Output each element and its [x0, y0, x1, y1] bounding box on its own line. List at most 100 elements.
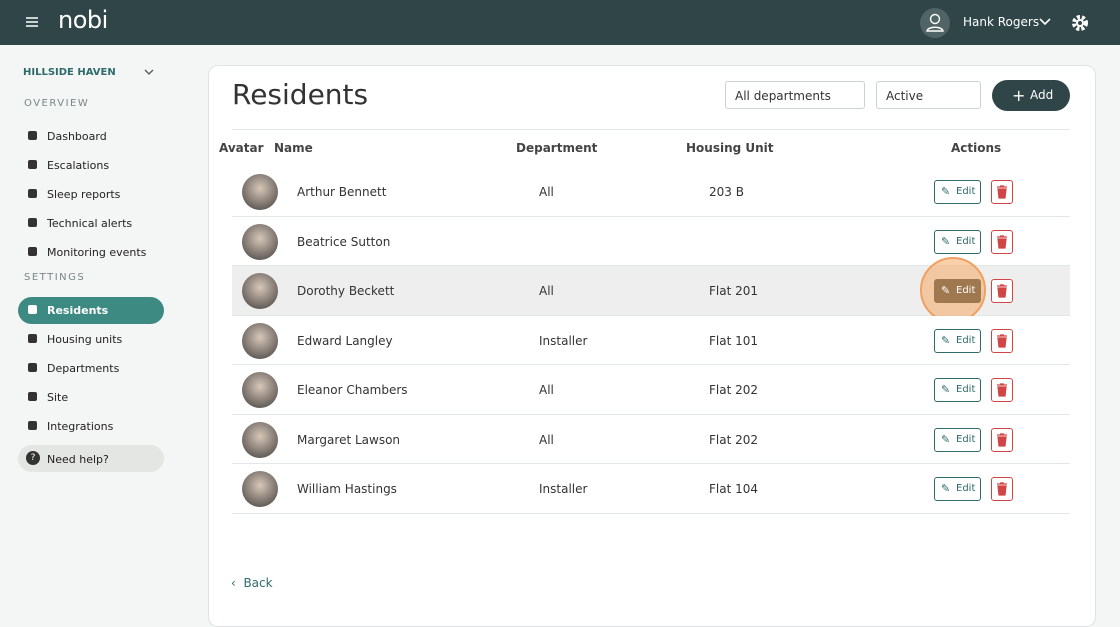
- resident-name: Edward Langley: [297, 333, 393, 348]
- help-text[interactable]: Need help?: [47, 453, 109, 466]
- department: All: [539, 185, 554, 199]
- user-chevron[interactable]: [1039, 17, 1051, 27]
- nav-item[interactable]: Residents: [47, 304, 109, 317]
- nav-icon: [28, 189, 37, 198]
- site-name[interactable]: HILLSIDE HAVEN: [23, 67, 116, 78]
- edit-button[interactable]: ✎ Edit: [934, 328, 981, 353]
- edit-button[interactable]: ✎ Edit: [934, 279, 981, 303]
- department: Installer: [539, 333, 588, 348]
- divider: [232, 129, 1070, 130]
- table-row[interactable]: [232, 414, 1070, 464]
- resident-name: Margaret Lawson: [297, 432, 401, 447]
- delete-button[interactable]: [991, 378, 1013, 402]
- edit-label: Edit: [956, 285, 976, 296]
- table-row[interactable]: [232, 315, 1070, 365]
- edit-label: Edit: [956, 433, 976, 445]
- nav-icon: [28, 218, 37, 227]
- avatar: [242, 471, 278, 507]
- delete-button[interactable]: [991, 328, 1013, 353]
- department: All: [539, 432, 554, 447]
- active-pill: [18, 297, 164, 324]
- edit-button[interactable]: ✎ Edit: [934, 378, 981, 402]
- edit-button[interactable]: ✎ Edit: [934, 180, 981, 204]
- housing-unit: Flat 202: [709, 432, 759, 447]
- edit-button[interactable]: ✎ Edit: [934, 229, 981, 254]
- avatar: [242, 421, 278, 458]
- user-name[interactable]: Hank Rogers: [963, 15, 1040, 29]
- housing-unit: Flat 202: [709, 383, 759, 397]
- nav-item[interactable]: Integrations: [47, 420, 114, 433]
- nav-item[interactable]: Housing units: [47, 333, 123, 346]
- housing-unit: Flat 101: [709, 333, 759, 348]
- column-header: Actions: [951, 141, 1002, 155]
- nav-item[interactable]: Monitoring events: [47, 246, 147, 259]
- help-pill[interactable]: [18, 445, 164, 472]
- avatar: [242, 372, 278, 408]
- page-title: Residents: [232, 78, 369, 111]
- avatar: [242, 273, 278, 309]
- delete-button[interactable]: [991, 279, 1013, 303]
- housing-unit: 203 B: [709, 185, 744, 199]
- table-row[interactable]: [232, 216, 1070, 266]
- avatar: [242, 322, 278, 359]
- resident-name: Arthur Bennett: [297, 185, 387, 199]
- resident-name: Eleanor Chambers: [297, 383, 408, 397]
- section-title: OVERVIEW: [24, 98, 90, 109]
- department: Installer: [539, 482, 588, 496]
- edit-button[interactable]: ✎ Edit: [934, 477, 981, 501]
- user-avatar[interactable]: [920, 8, 950, 38]
- department: All: [539, 383, 554, 397]
- housing-unit: Flat 201: [709, 284, 759, 298]
- edit-label: Edit: [956, 334, 976, 346]
- nav-icon: [28, 131, 37, 140]
- resident-name: Beatrice Sutton: [297, 234, 391, 249]
- nav-item[interactable]: Departments: [47, 362, 120, 375]
- department-filter[interactable]: All departments: [725, 81, 865, 109]
- column-header: Housing Unit: [686, 141, 774, 155]
- settings-icon[interactable]: [1071, 14, 1089, 32]
- edit-button[interactable]: ✎ Edit: [934, 427, 981, 452]
- column-header: Avatar: [219, 141, 264, 155]
- nav-item[interactable]: Technical alerts: [47, 217, 133, 230]
- delete-button[interactable]: [991, 229, 1013, 254]
- delete-button[interactable]: [991, 427, 1013, 452]
- menu-icon[interactable]: [26, 16, 38, 28]
- delete-button[interactable]: [991, 477, 1013, 501]
- back-link[interactable]: ‹ Back: [231, 576, 273, 590]
- table-row[interactable]: [232, 464, 1070, 514]
- resident-name: William Hastings: [297, 482, 397, 496]
- nav-icon: [28, 334, 37, 343]
- nav-icon: [28, 392, 37, 401]
- logo[interactable]: nobi: [58, 6, 108, 34]
- site-chevron[interactable]: [144, 69, 154, 77]
- add-label: Add: [1030, 88, 1054, 102]
- edit-label: Edit: [956, 483, 976, 494]
- avatar: [242, 174, 278, 210]
- nav-icon: [28, 363, 37, 372]
- delete-button[interactable]: [991, 180, 1013, 204]
- table-row[interactable]: [232, 167, 1070, 217]
- housing-unit: Flat 104: [709, 482, 759, 496]
- nav-item[interactable]: Sleep reports: [47, 188, 121, 201]
- nav-item[interactable]: Dashboard: [47, 130, 107, 143]
- nav-icon: [28, 247, 37, 256]
- content-card: Residents All departments Active + Add ‹ …: [208, 65, 1096, 627]
- edit-label: Edit: [956, 384, 976, 395]
- edit-label: Edit: [956, 235, 976, 247]
- column-header: Name: [274, 141, 313, 155]
- help-icon: ?: [26, 451, 40, 465]
- filter-text: All departments: [735, 89, 831, 103]
- section-title: SETTINGS: [24, 272, 86, 283]
- status-filter[interactable]: Active: [876, 81, 981, 109]
- nav-icon: [28, 421, 37, 430]
- nav-item[interactable]: Site: [47, 391, 69, 404]
- department: All: [539, 284, 554, 298]
- table-row[interactable]: [232, 365, 1070, 415]
- nav-item[interactable]: Escalations: [47, 159, 110, 172]
- top-bar: nobi Hank Rogers: [0, 0, 1120, 45]
- resident-name: Dorothy Beckett: [297, 284, 395, 298]
- filter-text: Active: [886, 89, 924, 103]
- avatar: [242, 223, 278, 260]
- add-button[interactable]: + Add: [992, 80, 1070, 111]
